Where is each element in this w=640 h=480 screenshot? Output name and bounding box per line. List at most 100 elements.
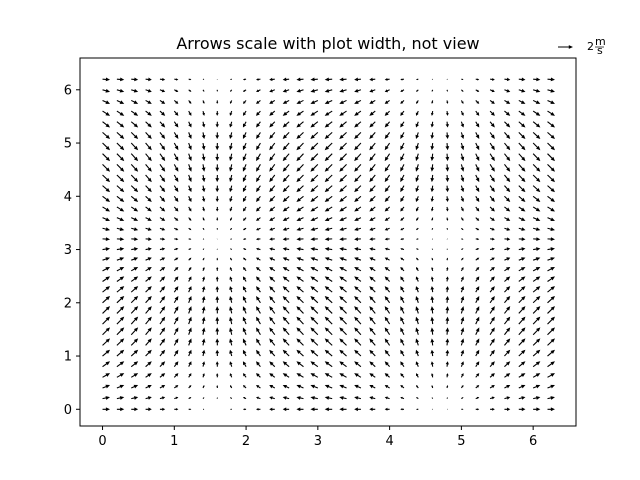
quiver-arrow — [431, 78, 433, 80]
quiver-arrow — [400, 338, 405, 346]
quiver-arrow — [533, 88, 541, 93]
quiver-arrow — [215, 276, 219, 282]
quiver-arrow — [296, 247, 304, 251]
quiver-arrow — [415, 349, 420, 357]
quiver-arrow — [430, 327, 435, 335]
quiver-arrow — [384, 110, 390, 116]
quiver-arrow — [242, 132, 247, 140]
quiver-arrow — [384, 327, 391, 336]
quiver-arrow — [242, 185, 247, 193]
quiver-arrow — [269, 99, 276, 104]
quiver-arrow — [173, 316, 179, 325]
quiver-arrow — [504, 247, 511, 251]
quiver-arrow — [547, 338, 555, 346]
quiver-arrow — [159, 373, 166, 378]
quiver-arrow — [282, 384, 290, 389]
quiver-arrow — [475, 227, 480, 231]
quiver-arrow — [416, 373, 419, 378]
quiver-arrow — [475, 78, 480, 81]
quiver-arrow — [269, 89, 275, 93]
quiver-arrow — [339, 407, 347, 412]
quiver-arrow — [116, 338, 125, 346]
quiver-arrow — [174, 237, 179, 241]
quiver-arrow — [354, 266, 362, 272]
chart-title: Arrows scale with plot width, not view — [176, 34, 479, 53]
quiver-arrow — [445, 295, 450, 303]
quiver-arrow — [215, 143, 220, 151]
quiver-arrow — [188, 164, 192, 172]
quiver-arrow — [547, 163, 555, 172]
quiver-arrow — [242, 121, 247, 128]
quiver-arrow — [369, 132, 376, 140]
quiver-arrow — [384, 373, 390, 378]
quiver-arrow — [102, 217, 111, 221]
quiver-arrow — [518, 257, 526, 261]
quiver-arrow — [130, 327, 139, 336]
quiver-arrow — [188, 338, 192, 346]
quiver-arrow — [461, 78, 464, 81]
quiver-arrow — [116, 276, 125, 282]
quiver-arrow — [339, 174, 347, 183]
quiver-arrow — [460, 142, 465, 151]
y-tick-label: 1 — [64, 350, 72, 365]
quiver-arrow — [282, 396, 290, 400]
quiver-arrow — [489, 227, 495, 231]
quiver-arrow — [430, 164, 435, 172]
quiver-arrow — [116, 295, 125, 304]
quiver-arrow — [296, 266, 304, 272]
quiver-arrow — [489, 217, 495, 221]
quiver-arrow — [532, 153, 541, 162]
quiver-arrow — [384, 99, 390, 104]
quiver-arrow — [229, 276, 233, 282]
quiver-arrow — [296, 131, 304, 140]
quiver-arrow — [460, 349, 465, 357]
quiver-arrow — [460, 338, 465, 346]
quiver-arrow — [475, 217, 480, 221]
quiver-arrow — [400, 110, 405, 116]
quiver-arrow — [430, 295, 435, 303]
quiver-arrow — [145, 163, 152, 172]
quiver-arrow — [202, 373, 205, 378]
quiver-arrow — [174, 89, 179, 92]
quiver-arrow — [296, 373, 304, 378]
quiver-arrow — [131, 88, 139, 93]
quiver-arrow — [324, 407, 333, 412]
quiver-arrow — [242, 408, 247, 411]
quiver-arrow — [173, 286, 179, 293]
quiver-arrow — [216, 238, 218, 240]
quiver-arrow — [518, 361, 526, 368]
quiver-arrow — [384, 132, 391, 140]
quiver-arrow — [430, 286, 435, 293]
quiver-arrow — [430, 153, 435, 162]
quiver-arrow — [400, 373, 405, 378]
quiver-arrow — [369, 110, 376, 116]
quiver-arrow — [324, 361, 333, 368]
quiver-arrow — [354, 185, 362, 193]
quiver-arrow — [354, 327, 362, 336]
quiver-arrow — [445, 286, 450, 293]
quiver-arrow — [400, 247, 405, 251]
quiver-arrow — [269, 247, 275, 251]
quiver-arrow — [242, 174, 247, 183]
quiver-arrow — [242, 349, 247, 357]
quiver-arrow — [547, 153, 555, 162]
quiver-arrow — [354, 316, 362, 325]
quiver-arrow — [173, 185, 179, 193]
quiver-arrow — [532, 286, 541, 293]
quiver-arrow — [369, 121, 376, 128]
quiver-arrow — [102, 185, 111, 193]
axes-frame — [79, 57, 577, 427]
quiver-arrow — [310, 407, 318, 412]
quiver-arrow — [518, 153, 526, 162]
quiver-arrow — [339, 206, 347, 212]
quiver-arrow — [282, 227, 290, 231]
quiver-arrow — [256, 257, 261, 261]
quiver-arrow — [547, 396, 555, 400]
quiver-arrow — [400, 227, 405, 231]
quiver-arrow — [324, 257, 333, 261]
quiver-arrow — [400, 78, 405, 81]
quiver-arrow — [416, 238, 419, 240]
quiver-arrow — [230, 408, 232, 410]
quiver-arrow — [242, 217, 247, 221]
quiver-arrow — [460, 327, 465, 335]
